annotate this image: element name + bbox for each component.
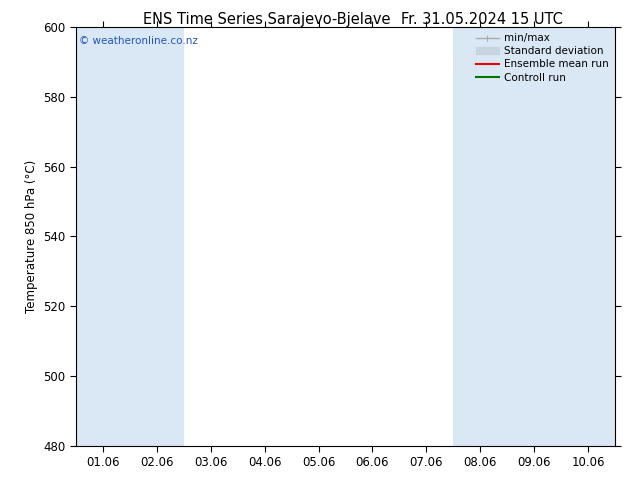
Y-axis label: Temperature 850 hPa (°C): Temperature 850 hPa (°C) <box>25 160 38 313</box>
Bar <box>561 27 615 446</box>
Text: ENS Time Series Sarajevo-Bjelave: ENS Time Series Sarajevo-Bjelave <box>143 12 390 27</box>
Legend: min/max, Standard deviation, Ensemble mean run, Controll run: min/max, Standard deviation, Ensemble me… <box>472 29 613 87</box>
Bar <box>453 27 507 446</box>
Text: © weatheronline.co.nz: © weatheronline.co.nz <box>79 36 198 46</box>
Text: Fr. 31.05.2024 15 UTC: Fr. 31.05.2024 15 UTC <box>401 12 563 27</box>
Bar <box>130 27 184 446</box>
Bar <box>76 27 130 446</box>
Bar <box>507 27 561 446</box>
